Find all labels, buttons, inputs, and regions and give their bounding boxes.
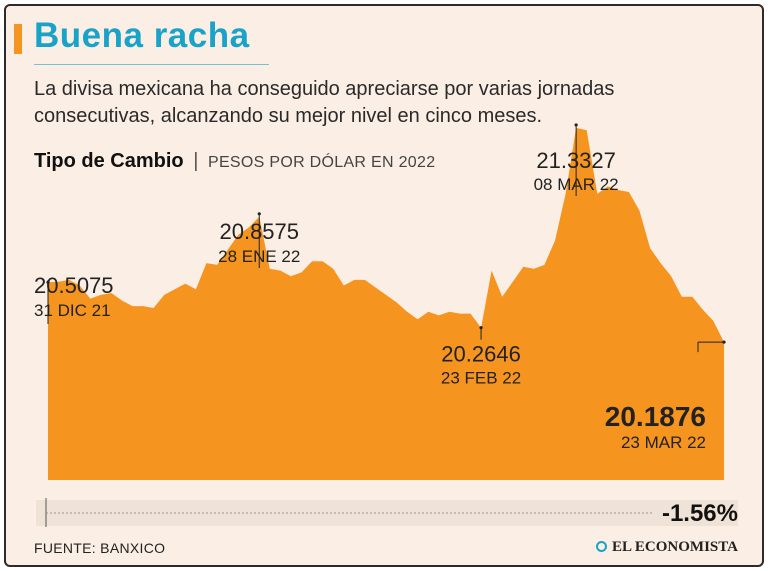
annotation-low-date: 23 FEB 22 [441, 369, 521, 388]
annotation-low-marker [479, 326, 483, 330]
percent-change-label: -1.56% [661, 500, 738, 527]
annotation-peak-marker [574, 123, 578, 127]
chart-units-label: PESOS POR DÓLAR EN 2022 [207, 154, 436, 171]
page-subtitle: La divisa mexicana ha conseguido aprecia… [34, 78, 615, 127]
annotation-start-date: 31 DIC 21 [34, 301, 111, 320]
annotation-jan-marker [257, 212, 261, 216]
annotation-end-value: 20.1876 [605, 401, 706, 432]
annotation-start-marker [46, 280, 50, 284]
infographic-card: Buena racha La divisa mexicana ha conseg… [4, 4, 764, 567]
brand-logo: EL ECONOMISTA [596, 539, 738, 556]
page-title: Buena racha [34, 16, 250, 55]
brand-globe-icon [596, 541, 607, 552]
title-underline [34, 64, 269, 65]
chart-title: Tipo de Cambio [34, 150, 184, 172]
brand-name: EL ECONOMISTA [612, 539, 738, 555]
annotation-start-value: 20.5075 [34, 273, 114, 298]
annotation-low-value: 20.2646 [441, 342, 521, 367]
annotation-end-marker [722, 340, 726, 344]
chart-heading: Tipo de Cambio | PESOS POR DÓLAR EN 2022 [34, 150, 435, 173]
source-label: FUENTE: BANXICO [34, 540, 166, 556]
exchange-rate-area [48, 127, 724, 481]
title-accent-bar [14, 24, 22, 54]
annotation-end-date: 23 MAR 22 [621, 433, 706, 452]
chart-heading-separator: | [193, 150, 199, 172]
